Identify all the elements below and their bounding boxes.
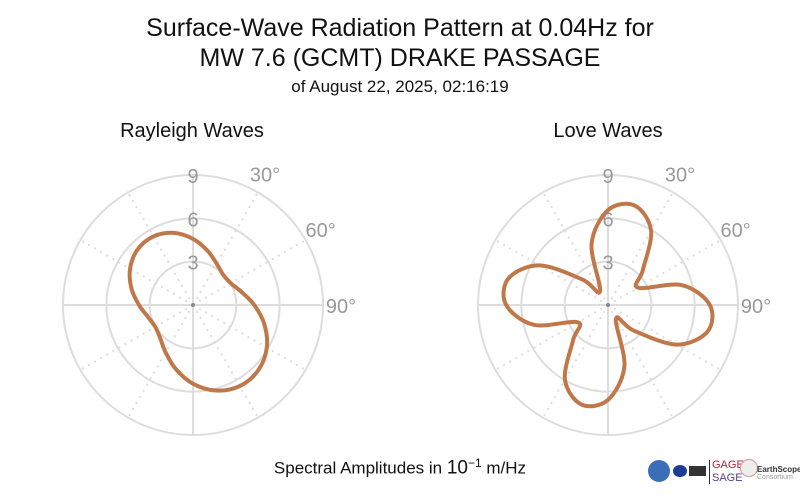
gage-logo: GAGE — [712, 459, 744, 471]
angle-tick-label: 30° — [665, 164, 695, 186]
spoke-line — [192, 191, 259, 306]
title-line-2: MW 7.6 (GCMT) DRAKE PASSAGE — [199, 44, 601, 72]
love-pattern-line — [501, 201, 715, 409]
consortium-logo: Consortium — [757, 474, 793, 481]
spoke-line — [192, 239, 307, 306]
spoke-line — [607, 239, 722, 306]
divider — [709, 460, 710, 484]
radial-tick-label: 6 — [187, 209, 198, 231]
radial-tick-label: 6 — [602, 209, 613, 231]
xlabel-text: Spectral Amplitudes in — [273, 458, 447, 478]
nasa-logo — [673, 465, 687, 477]
angle-tick-label: 90° — [326, 296, 356, 318]
grid-ring — [105, 217, 281, 393]
rayleigh-pattern-line — [127, 230, 270, 393]
angle-tick-label: 90° — [741, 296, 771, 318]
grid-ring — [477, 174, 739, 436]
nsf-logo — [648, 460, 670, 482]
radial-tick-label: 3 — [187, 253, 198, 275]
sage-logo: SAGE — [712, 472, 743, 484]
grid-ring — [520, 217, 696, 393]
title-line-1: Surface-Wave Radiation Pattern at 0.04Hz… — [146, 14, 654, 42]
angle-tick-label: 60° — [306, 220, 336, 242]
radial-tick-label: 3 — [602, 253, 613, 275]
spoke-line — [79, 239, 194, 306]
spoke-line — [127, 304, 194, 419]
radial-tick-label: 9 — [187, 166, 198, 188]
spoke-line — [79, 304, 194, 371]
grid-ring — [62, 174, 324, 436]
spoke-line — [192, 304, 307, 371]
spoke-line — [192, 304, 259, 419]
logo-strip: GAGE SAGE EarthScope Consortium — [648, 458, 800, 488]
spoke-line — [607, 191, 674, 306]
angle-tick-label: 60° — [721, 220, 751, 242]
center-dot — [606, 303, 610, 307]
xlabel-tail: m/Hz — [481, 458, 527, 478]
rayleigh-title: Rayleigh Waves — [120, 120, 264, 142]
x-axis-label: Spectral Amplitudes in 10−1 m/Hz — [0, 456, 800, 480]
earthscope-emblem — [740, 459, 758, 477]
spoke-line — [494, 239, 609, 306]
love-title: Love Waves — [553, 120, 663, 142]
center-dot — [191, 303, 195, 307]
spoke-line — [542, 304, 609, 419]
spoke-line — [542, 191, 609, 306]
earthscope-logo: EarthScope — [757, 465, 800, 474]
usgs-logo — [689, 466, 706, 476]
spoke-line — [607, 304, 674, 419]
grid-ring — [563, 260, 653, 350]
grid-ring — [148, 260, 238, 350]
xlabel-base: 10 — [446, 457, 468, 479]
spoke-line — [127, 191, 194, 306]
subtitle: of August 22, 2025, 02:16:19 — [291, 77, 509, 96]
radial-tick-label: 9 — [602, 166, 613, 188]
spoke-line — [494, 304, 609, 371]
angle-tick-label: 30° — [250, 164, 280, 186]
spoke-line — [607, 304, 722, 371]
xlabel-exp: −1 — [467, 456, 482, 470]
